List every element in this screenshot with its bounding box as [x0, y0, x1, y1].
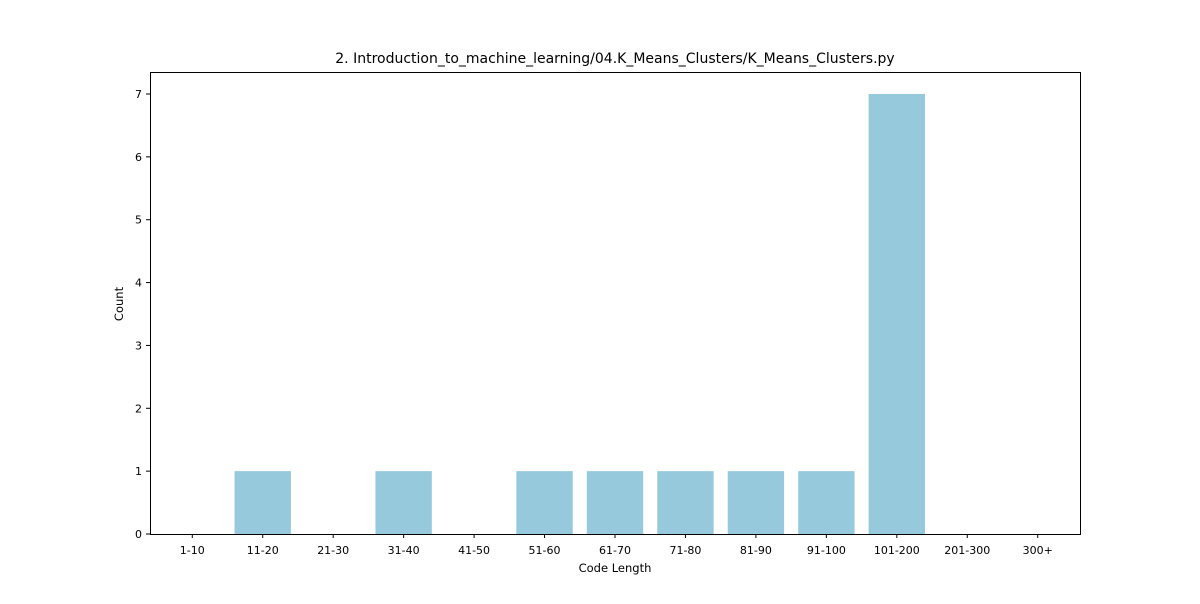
bar-71-80	[657, 471, 714, 534]
bar-31-40	[375, 471, 432, 534]
y-tick-label: 3	[135, 339, 142, 352]
x-axis-ticks: 1-10 11-20 21-30 31-40 41-50 51-60 61-70 71-80 8…	[180, 534, 1053, 557]
x-tick-label: 201-300	[944, 544, 990, 557]
bar-11-20	[234, 471, 291, 534]
y-tick-label: 0	[135, 528, 142, 541]
y-tick-label: 6	[135, 151, 142, 164]
x-axis-label: Code Length	[579, 561, 652, 575]
bar-81-90	[727, 471, 785, 534]
x-tick-label: 61-70	[599, 544, 631, 557]
bar-51-60	[516, 471, 573, 534]
x-tick-label: 91-100	[807, 544, 846, 557]
x-tick-label: 21-30	[317, 544, 349, 557]
y-tick-label: 5	[135, 214, 142, 227]
chart-title: 2. Introduction_to_machine_learning/04.K…	[335, 51, 894, 67]
y-axis-label: Count	[112, 286, 126, 321]
y-tick-label: 2	[135, 402, 142, 415]
y-axis-ticks: 0 1 2 3 4 5 6 7	[135, 88, 150, 541]
x-tick-label: 81-90	[740, 544, 772, 557]
y-tick-label: 4	[135, 277, 142, 290]
x-tick-label: 1-10	[180, 544, 205, 557]
x-tick-label: 51-60	[529, 544, 561, 557]
plot-frame	[150, 72, 1081, 535]
x-tick-label: 300+	[1023, 544, 1053, 557]
x-tick-label: 31-40	[388, 544, 420, 557]
bars-group	[234, 94, 925, 534]
bar-61-70	[586, 471, 644, 534]
y-tick-label: 1	[135, 465, 142, 478]
x-tick-label: 11-20	[247, 544, 279, 557]
x-tick-label: 71-80	[669, 544, 701, 557]
x-tick-label: 41-50	[458, 544, 490, 557]
bar-91-100	[798, 471, 855, 534]
bar-101-200	[868, 94, 925, 534]
y-tick-label: 7	[135, 88, 142, 101]
x-tick-label: 101-200	[874, 544, 920, 557]
